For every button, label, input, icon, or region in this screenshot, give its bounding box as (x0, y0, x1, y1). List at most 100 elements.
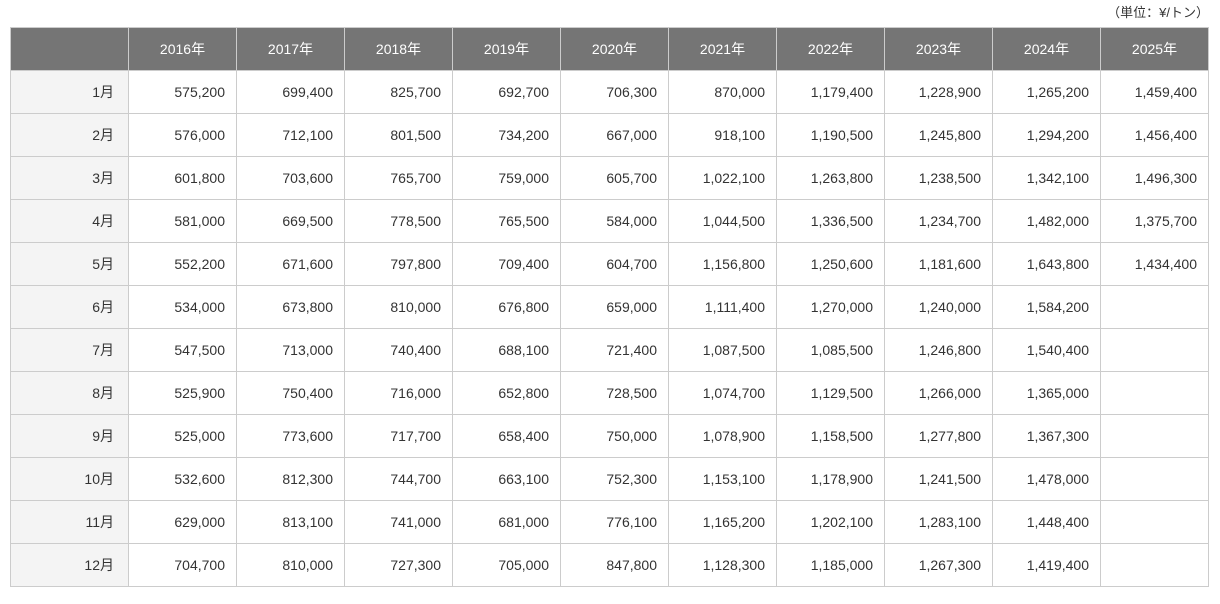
price-cell: 1,265,200 (992, 70, 1101, 114)
table-header: 2016年 2017年 2018年 2019年 2020年 2021年 2022年 2023年… (10, 27, 1209, 71)
price-cell: 547,500 (128, 328, 237, 372)
price-cell: 663,100 (452, 457, 561, 501)
price-cell: 1,074,700 (668, 371, 777, 415)
price-cell: 667,000 (560, 113, 669, 157)
price-cell (1100, 500, 1209, 544)
price-cell: 576,000 (128, 113, 237, 157)
table-row: 10月 532,600 812,300 744,700 663,100 752,300 1,… (10, 457, 1209, 501)
price-cell: 605,700 (560, 156, 669, 200)
price-cell: 1,165,200 (668, 500, 777, 544)
table-row: 1月 575,200 699,400 825,700 692,700 706,300 870… (10, 70, 1209, 114)
month-cell: 4月 (10, 199, 129, 243)
price-cell: 727,300 (344, 543, 453, 587)
price-cell: 752,300 (560, 457, 669, 501)
month-cell: 11月 (10, 500, 129, 544)
price-cell: 797,800 (344, 242, 453, 286)
header-year-cell: 2024年 (992, 27, 1101, 71)
table-body: 1月 575,200 699,400 825,700 692,700 706,300 870… (10, 70, 1209, 587)
price-cell: 1,263,800 (776, 156, 885, 200)
price-cell: 1,584,200 (992, 285, 1101, 329)
price-cell: 703,600 (236, 156, 345, 200)
price-cell: 776,100 (560, 500, 669, 544)
price-cell: 534,000 (128, 285, 237, 329)
price-cell: 575,200 (128, 70, 237, 114)
price-cell: 734,200 (452, 113, 561, 157)
price-cell (1100, 328, 1209, 372)
price-cell (1100, 371, 1209, 415)
price-cell: 1,246,800 (884, 328, 993, 372)
price-cell: 581,000 (128, 199, 237, 243)
price-cell: 1,228,900 (884, 70, 993, 114)
price-cell: 1,270,000 (776, 285, 885, 329)
price-cell: 716,000 (344, 371, 453, 415)
price-cell: 706,300 (560, 70, 669, 114)
price-cell: 712,100 (236, 113, 345, 157)
header-year-cell: 2020年 (560, 27, 669, 71)
price-cell: 1,434,400 (1100, 242, 1209, 286)
price-cell: 699,400 (236, 70, 345, 114)
month-cell: 10月 (10, 457, 129, 501)
price-cell: 717,700 (344, 414, 453, 458)
price-cell: 1,478,000 (992, 457, 1101, 501)
price-cell: 1,185,000 (776, 543, 885, 587)
price-cell: 778,500 (344, 199, 453, 243)
price-cell: 1,342,100 (992, 156, 1101, 200)
table-row: 12月 704,700 810,000 727,300 705,000 847,800 1,… (10, 543, 1209, 587)
month-cell: 7月 (10, 328, 129, 372)
header-year-cell: 2022年 (776, 27, 885, 71)
price-cell: 1,085,500 (776, 328, 885, 372)
price-cell: 1,250,600 (776, 242, 885, 286)
price-cell: 658,400 (452, 414, 561, 458)
price-cell: 659,000 (560, 285, 669, 329)
price-cell: 825,700 (344, 70, 453, 114)
price-cell: 669,500 (236, 199, 345, 243)
price-cell: 1,202,100 (776, 500, 885, 544)
price-cell: 1,078,900 (668, 414, 777, 458)
price-cell: 1,241,500 (884, 457, 993, 501)
header-year-cell: 2019年 (452, 27, 561, 71)
price-cell: 1,482,000 (992, 199, 1101, 243)
price-cell: 1,267,300 (884, 543, 993, 587)
price-cell (1100, 414, 1209, 458)
price-cell: 604,700 (560, 242, 669, 286)
table-row: 11月 629,000 813,100 741,000 681,000 776,100 1,… (10, 500, 1209, 544)
header-year-cell: 2016年 (128, 27, 237, 71)
price-cell: 652,800 (452, 371, 561, 415)
price-cell: 741,000 (344, 500, 453, 544)
price-table: 2016年 2017年 2018年 2019年 2020年 2021年 2022年 2023年… (10, 27, 1209, 587)
price-cell: 629,000 (128, 500, 237, 544)
price-cell: 750,000 (560, 414, 669, 458)
price-cell: 532,600 (128, 457, 237, 501)
price-cell: 801,500 (344, 113, 453, 157)
price-cell: 688,100 (452, 328, 561, 372)
price-cell: 1,234,700 (884, 199, 993, 243)
price-cell: 1,448,400 (992, 500, 1101, 544)
price-cell: 1,158,500 (776, 414, 885, 458)
price-cell: 1,294,200 (992, 113, 1101, 157)
price-cell: 713,000 (236, 328, 345, 372)
price-cell: 1,022,100 (668, 156, 777, 200)
price-cell: 1,540,400 (992, 328, 1101, 372)
price-cell: 681,000 (452, 500, 561, 544)
header-year-cell: 2025年 (1100, 27, 1209, 71)
price-cell: 765,700 (344, 156, 453, 200)
month-cell: 3月 (10, 156, 129, 200)
header-corner-cell (10, 27, 129, 71)
price-cell: 1,156,800 (668, 242, 777, 286)
price-cell: 705,000 (452, 543, 561, 587)
price-cell: 704,700 (128, 543, 237, 587)
price-cell: 1,367,300 (992, 414, 1101, 458)
month-cell: 2月 (10, 113, 129, 157)
price-cell: 1,044,500 (668, 199, 777, 243)
price-cell: 765,500 (452, 199, 561, 243)
month-cell: 6月 (10, 285, 129, 329)
price-cell: 1,459,400 (1100, 70, 1209, 114)
price-cell: 812,300 (236, 457, 345, 501)
month-cell: 1月 (10, 70, 129, 114)
price-cell: 1,245,800 (884, 113, 993, 157)
price-cell: 692,700 (452, 70, 561, 114)
price-cell: 1,129,500 (776, 371, 885, 415)
table-row: 9月 525,000 773,600 717,700 658,400 750,000 1,0… (10, 414, 1209, 458)
price-cell: 1,283,100 (884, 500, 993, 544)
price-cell: 1,375,700 (1100, 199, 1209, 243)
